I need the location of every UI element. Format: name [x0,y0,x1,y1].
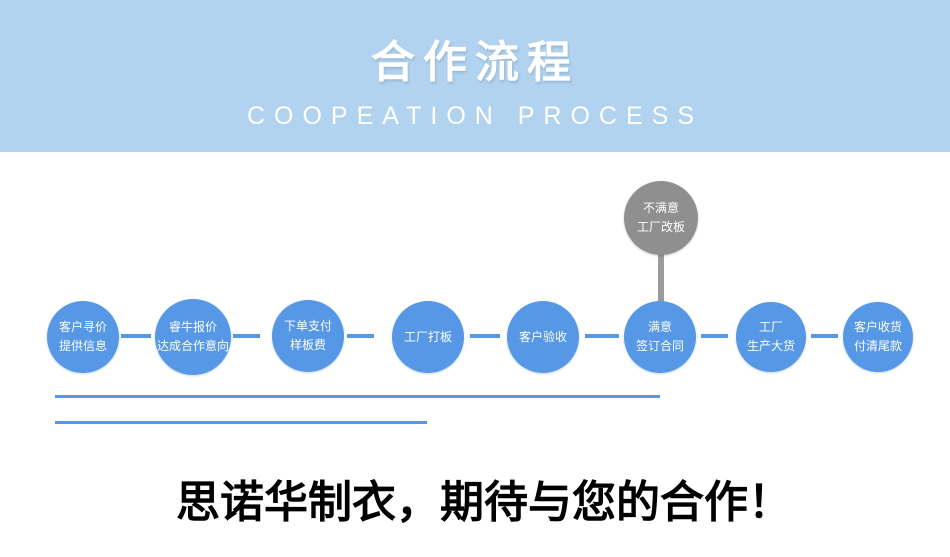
alt-step-circle: 不满意 工厂改板 [624,181,698,255]
flow-step-order-sample-fee: 下单支付 样板费 [272,300,344,372]
step-connector [701,334,728,338]
step-label-line1: 工厂打板 [403,329,452,344]
step-label-line1: 工厂 [758,320,783,334]
step-label-line1: 客户寻价 [58,320,107,334]
flow-step-sign-contract: 满意 签订合同 [624,301,696,373]
step-label-line2: 样板费 [289,338,326,352]
step-connector [121,334,151,338]
step-connector [233,334,260,338]
flow-step-receive-pay-balance: 客户收货 付清尾款 [843,302,913,372]
step-label-line1: 客户收货 [853,320,902,334]
step-label-line2: 签订合同 [635,339,684,353]
step-label-line1: 满意 [647,320,672,334]
step-label-line1: 客户验收 [518,329,567,344]
flow-step-bulk-production: 工厂 生产大货 [736,302,806,372]
underline-secondary [55,421,427,424]
alt-step-connector [658,252,664,302]
step-connector [811,334,838,338]
underline-primary [55,395,660,398]
step-label-line1: 睿牛报价 [168,320,217,334]
footer-headline: 思诺华制衣，期待与您的合作！ [176,478,792,527]
step-label-line2: 达成合作意向 [156,339,229,353]
alt-step-label-line1: 不满意 [642,201,679,215]
step-connector [470,334,500,338]
step-label-line2: 提供信息 [58,339,107,353]
step-label-line2: 生产大货 [746,339,795,353]
header-banner: 合作流程 COOPEATION PROCESS [0,0,950,152]
step-connector [347,334,374,338]
flow-step-quotation: 睿牛报价 达成合作意向 [155,299,231,375]
flow-step-customer-inquiry: 客户寻价 提供信息 [47,301,119,373]
page-subtitle: COOPEATION PROCESS [246,102,704,130]
page-title: 合作流程 [371,38,579,87]
step-label-line2: 付清尾款 [853,339,902,353]
flow-step-customer-acceptance: 客户验收 [507,301,579,373]
alt-step-label-line2: 工厂改板 [636,220,685,234]
step-connector [585,334,619,338]
flow-step-factory-sample: 工厂打板 [392,301,464,373]
step-label-line1: 下单支付 [283,319,332,333]
